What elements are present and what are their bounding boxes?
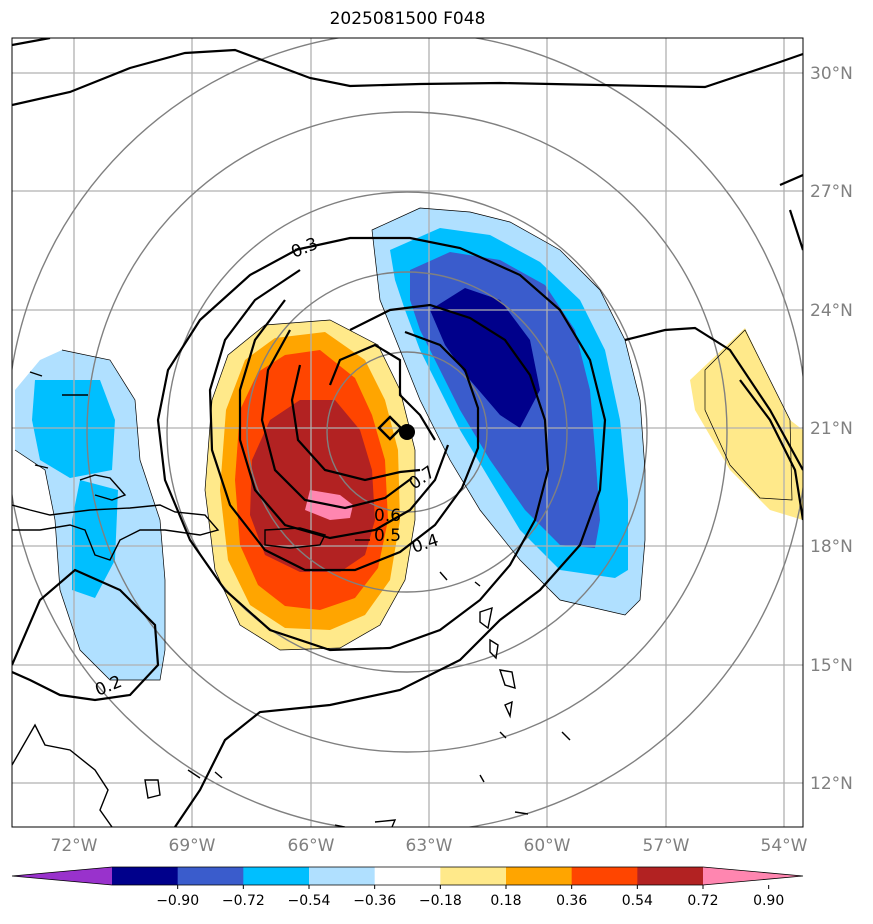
- colorbar-tick-label: −0.54: [288, 893, 331, 909]
- lat-tick-label: 24°N: [810, 301, 853, 321]
- longitude-labels: 72°W 69°W 66°W 63°W 60°W 57°W 54°W: [51, 836, 808, 856]
- colorbar-outline: [11, 866, 804, 886]
- colorbar-segment: [177, 867, 244, 885]
- map-frame: [11, 37, 804, 828]
- contour-label: 0.6: [374, 506, 401, 526]
- colorbar-tick-label: 0.54: [622, 893, 653, 909]
- lon-tick-label: 66°W: [288, 836, 335, 856]
- storm-center-dot: [399, 424, 415, 440]
- colorbar-segment: [374, 867, 441, 885]
- colorbar-extend-high: [703, 867, 803, 885]
- colorbar-segment: [506, 867, 573, 885]
- colorbar-tick-label: −0.90: [156, 893, 199, 909]
- lat-tick-label: 15°N: [810, 656, 853, 676]
- lat-tick-label: 18°N: [810, 537, 853, 557]
- colorbar-extend-low: [12, 867, 112, 885]
- colorbar: −0.90 −0.72 −0.54 −0.36 −0.18 0.18 0.36 0.54 0.7…: [11, 866, 804, 909]
- lon-tick-label: 69°W: [169, 836, 216, 856]
- lat-tick-label: 12°N: [810, 774, 853, 794]
- colorbar-tick-label: −0.72: [222, 893, 265, 909]
- map-title: 2025081500 F048: [329, 9, 486, 29]
- graticule: [12, 38, 803, 827]
- colorbar-tick-label: −0.18: [419, 893, 462, 909]
- colorbar-segment: [571, 867, 638, 885]
- colorbar-segment: [243, 867, 310, 885]
- lon-tick-label: 57°W: [643, 836, 690, 856]
- colorbar-segment: [440, 867, 507, 885]
- colorbar-segment: [309, 867, 376, 885]
- thin-contours: [14, 207, 793, 681]
- lat-tick-label: 30°N: [810, 64, 853, 84]
- lon-tick-label: 60°W: [524, 836, 571, 856]
- colorbar-tick-label: 0.36: [556, 893, 587, 909]
- colorbar-segment: [112, 867, 179, 885]
- colorbar-tick-label: 0.72: [687, 893, 718, 909]
- colorbar-tick-label: 0.90: [753, 893, 784, 909]
- colorbar-tick-label: 0.18: [490, 893, 521, 909]
- colorbar-segment: [637, 867, 704, 885]
- diamond-marker: [377, 415, 403, 441]
- latitude-labels: 30°N 27°N 24°N 21°N 18°N 15°N 12°N: [810, 64, 853, 794]
- thick-contours: [12, 38, 803, 827]
- coastlines: [12, 371, 571, 827]
- storm-markers: [377, 415, 415, 441]
- lon-tick-label: 63°W: [406, 836, 453, 856]
- lat-tick-label: 21°N: [810, 419, 853, 439]
- lat-tick-label: 27°N: [810, 182, 853, 202]
- lon-tick-label: 72°W: [51, 836, 98, 856]
- contour-label: 0.5: [374, 526, 401, 546]
- lon-tick-label: 54°W: [761, 836, 808, 856]
- colorbar-tick-label: −0.36: [353, 893, 396, 909]
